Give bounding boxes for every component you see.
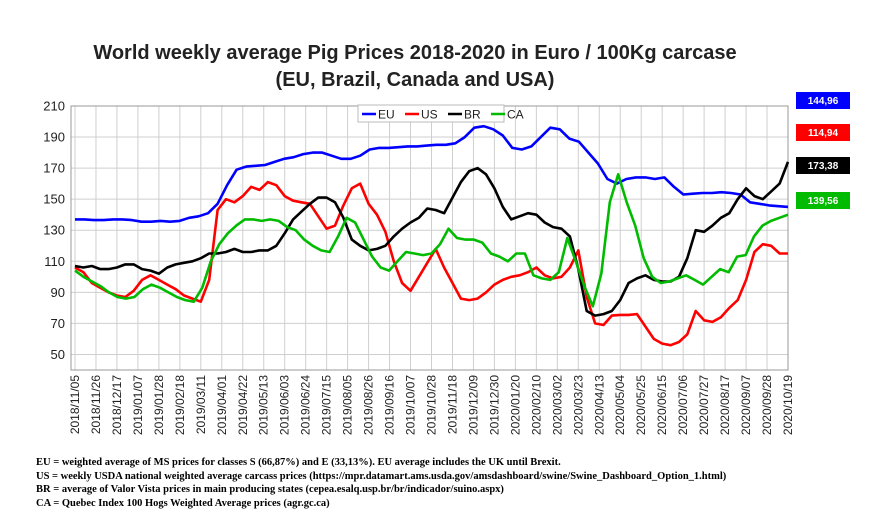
x-tick-label: 2020/05/04 bbox=[613, 375, 627, 435]
x-tick-label: 2020/01/20 bbox=[508, 375, 522, 435]
x-tick-label: 2019/03/11 bbox=[194, 375, 208, 434]
last-value-badges: 144,96 114,94 173,38 139,56 bbox=[796, 92, 850, 209]
x-tick-label: 2020/07/27 bbox=[697, 375, 711, 435]
legend-label-ca: CA bbox=[507, 108, 524, 122]
badge-value-us: 114,94 bbox=[808, 128, 838, 139]
footnote-us: US = weekly USDA national weighted avera… bbox=[36, 470, 727, 482]
x-tick-label: 2018/11/26 bbox=[89, 375, 103, 434]
x-tick-label: 2019/01/28 bbox=[152, 375, 166, 435]
footnotes: EU = weighted average of MS prices for c… bbox=[36, 456, 866, 510]
y-tick-label: 190 bbox=[43, 130, 65, 145]
x-tick-label: 2019/11/18 bbox=[445, 375, 459, 434]
x-tick-label: 2019/10/28 bbox=[425, 375, 439, 435]
badge-eu bbox=[796, 92, 850, 109]
badge-br bbox=[796, 157, 850, 174]
series-lines bbox=[74, 124, 790, 347]
x-tick-label: 2019/12/09 bbox=[466, 375, 480, 435]
grid-lines bbox=[71, 105, 789, 370]
x-tick-label: 2019/04/22 bbox=[236, 375, 250, 435]
x-tick-label: 2020/09/07 bbox=[739, 375, 753, 435]
x-tick-label: 2019/09/16 bbox=[383, 375, 397, 435]
y-tick-label: 90 bbox=[51, 285, 65, 300]
x-tick-label: 2020/09/28 bbox=[760, 375, 774, 435]
legend-label-eu: EU bbox=[378, 108, 395, 122]
series-line-ca bbox=[74, 173, 789, 308]
y-tick-label: 70 bbox=[51, 316, 65, 331]
legend-label-us: US bbox=[421, 108, 438, 122]
x-tick-label: 2020/03/23 bbox=[571, 375, 585, 435]
x-tick-label: 2019/07/15 bbox=[320, 375, 334, 435]
x-tick-label: 2019/06/24 bbox=[299, 375, 313, 435]
y-tick-label: 210 bbox=[43, 99, 65, 114]
x-tick-label: 2020/08/17 bbox=[718, 375, 732, 435]
footnote-eu: EU = weighted average of MS prices for c… bbox=[36, 457, 561, 468]
chart-title-line1: World weekly average Pig Prices 2018-202… bbox=[93, 42, 736, 64]
x-tick-label: 2019/06/03 bbox=[278, 375, 292, 435]
badge-value-br: 173,38 bbox=[808, 161, 839, 172]
y-tick-label: 150 bbox=[43, 192, 65, 207]
x-tick-label: 2019/08/05 bbox=[341, 375, 355, 435]
badge-value-ca: 139,56 bbox=[808, 196, 839, 207]
badge-ca bbox=[796, 192, 850, 209]
x-tick-label: 2019/12/30 bbox=[487, 375, 501, 435]
legend-label-br: BR bbox=[464, 108, 481, 122]
x-tick-label: 2019/01/07 bbox=[131, 375, 145, 435]
x-tick-label: 2019/04/01 bbox=[215, 375, 229, 435]
x-tick-label: 2018/12/17 bbox=[110, 375, 124, 435]
footnote-br: BR = average of Valor Vista prices in ma… bbox=[36, 484, 504, 495]
x-axis-ticks: 2018/11/05 2018/11/26 2018/12/17 2019/01/07… bbox=[68, 375, 795, 435]
x-tick-label: 2020/02/10 bbox=[529, 375, 543, 435]
x-tick-label: 2020/04/13 bbox=[592, 375, 606, 435]
footnote-ca: CA = Quebec Index 100 Hogs Weighted Aver… bbox=[36, 497, 330, 509]
x-tick-label: 2020/10/19 bbox=[781, 375, 795, 435]
x-tick-label: 2019/05/13 bbox=[257, 375, 271, 435]
x-tick-label: 2019/02/18 bbox=[173, 375, 187, 435]
x-tick-label: 2020/07/06 bbox=[676, 375, 690, 435]
series-line-us bbox=[74, 180, 788, 347]
series-line-eu bbox=[75, 124, 789, 223]
x-tick-label: 2020/06/15 bbox=[655, 375, 669, 435]
x-tick-label: 2020/05/25 bbox=[634, 375, 648, 435]
x-tick-label: 2019/08/26 bbox=[362, 375, 376, 435]
x-tick-label: 2020/03/02 bbox=[550, 375, 564, 435]
badge-value-eu: 144,96 bbox=[808, 96, 839, 107]
x-tick-label: 2019/10/07 bbox=[404, 375, 418, 435]
y-tick-label: 130 bbox=[43, 223, 65, 238]
y-tick-label: 110 bbox=[44, 254, 65, 269]
chart-legend: EU US BR CA bbox=[357, 104, 524, 123]
badge-us bbox=[796, 124, 850, 141]
y-tick-label: 50 bbox=[51, 347, 65, 362]
chart-title-line2: (EU, Brazil, Canada and USA) bbox=[276, 69, 555, 91]
y-axis-ticks: 50 70 90 110 130 150 170 190 210 bbox=[43, 99, 65, 362]
y-tick-label: 170 bbox=[43, 161, 65, 176]
x-tick-label: 2018/11/05 bbox=[68, 375, 82, 434]
